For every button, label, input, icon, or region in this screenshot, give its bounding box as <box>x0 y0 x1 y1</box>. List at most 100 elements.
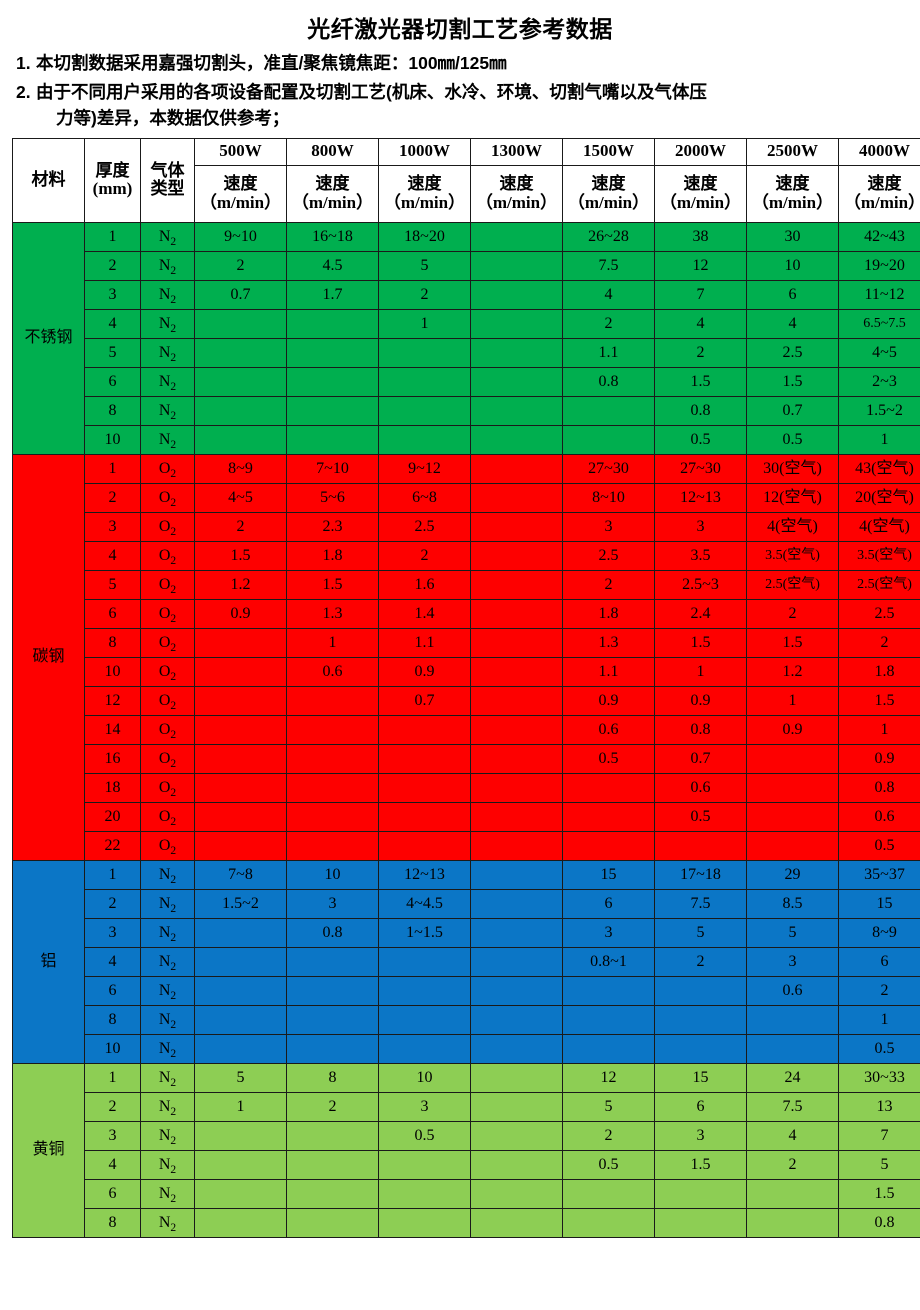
speed-cell <box>471 367 563 396</box>
speed-cell: 0.8 <box>655 396 747 425</box>
speed-cell <box>287 831 379 860</box>
speed-cell: 5 <box>839 1150 920 1179</box>
gas-symbol: O <box>159 692 171 709</box>
gas-symbol: N <box>159 344 171 361</box>
header-speed-4000w: 速度（m/min） <box>839 165 920 222</box>
thickness-cell: 1 <box>85 860 141 889</box>
speed-cell <box>471 744 563 773</box>
speed-cell <box>471 222 563 251</box>
speed-cell <box>195 657 287 686</box>
speed-cell <box>195 628 287 657</box>
speed-cell <box>471 1092 563 1121</box>
thickness-cell: 22 <box>85 831 141 860</box>
speed-cell <box>471 1063 563 1092</box>
note-item: 1.本切割数据采用嘉强切割头，准直/聚焦镜焦距：100㎜/125㎜ <box>16 50 904 77</box>
gas-symbol: O <box>159 721 171 738</box>
gas-subscript: 2 <box>170 642 176 654</box>
page-title: 光纤激光器切割工艺参考数据 <box>12 10 908 44</box>
speed-label: 速度 <box>471 175 562 194</box>
speed-cell: 8 <box>287 1063 379 1092</box>
speed-cell: 12 <box>563 1063 655 1092</box>
speed-cell <box>287 396 379 425</box>
gas-subscript: 2 <box>170 613 176 625</box>
speed-cell: 0.5 <box>379 1121 471 1150</box>
speed-cell: 3 <box>379 1092 471 1121</box>
speed-cell: 1.5 <box>655 1150 747 1179</box>
speed-cell <box>287 1208 379 1237</box>
speed-cell <box>471 541 563 570</box>
gas-type-cell: O2 <box>141 657 195 686</box>
speed-cell <box>195 396 287 425</box>
gas-type-cell: N2 <box>141 222 195 251</box>
speed-cell <box>471 570 563 599</box>
gas-subscript: 2 <box>170 497 176 509</box>
speed-cell <box>471 309 563 338</box>
gas-subscript: 2 <box>170 381 176 393</box>
speed-cell: 3 <box>655 1121 747 1150</box>
thickness-cell: 8 <box>85 1208 141 1237</box>
speed-cell <box>747 744 839 773</box>
speed-cell: 26~28 <box>563 222 655 251</box>
speed-cell: 0.6 <box>839 802 920 831</box>
speed-cell <box>471 889 563 918</box>
speed-cell: 35~37 <box>839 860 920 889</box>
gas-subscript: 2 <box>170 410 176 422</box>
speed-cell: 1 <box>839 425 920 454</box>
speed-cell <box>471 976 563 1005</box>
header-power-1000w: 1000W <box>379 138 471 165</box>
speed-cell <box>563 1179 655 1208</box>
speed-cell: 1.5 <box>655 367 747 396</box>
gas-symbol: N <box>159 373 171 390</box>
speed-cell: 0.7 <box>655 744 747 773</box>
note-item: 2.由于不同用户采用的各项设备配置及切割工艺(机床、水冷、环境、切割气嘴以及气体… <box>16 79 904 132</box>
header-material: 材料 <box>13 138 85 222</box>
header-speed-1300w: 速度（m/min） <box>471 165 563 222</box>
header-thickness-line1: 厚度 <box>85 162 140 181</box>
speed-cell: 2 <box>195 512 287 541</box>
speed-cell: 3 <box>563 512 655 541</box>
speed-cell <box>471 1150 563 1179</box>
thickness-cell: 2 <box>85 251 141 280</box>
gas-symbol: O <box>159 837 171 854</box>
speed-cell: 0.6 <box>655 773 747 802</box>
speed-cell: 0.6 <box>563 715 655 744</box>
gas-symbol: N <box>159 315 171 332</box>
speed-unit: （m/min） <box>379 194 470 213</box>
speed-cell <box>379 367 471 396</box>
speed-cell <box>471 454 563 483</box>
speed-cell <box>287 947 379 976</box>
speed-cell: 0.5 <box>839 1034 920 1063</box>
speed-cell <box>471 715 563 744</box>
speed-label: 速度 <box>287 175 378 194</box>
speed-cell <box>747 1179 839 1208</box>
speed-cell: 0.5 <box>655 802 747 831</box>
header-power-1300w: 1300W <box>471 138 563 165</box>
speed-cell: 0.9 <box>563 686 655 715</box>
speed-cell <box>471 280 563 309</box>
speed-cell: 24 <box>747 1063 839 1092</box>
speed-cell: 1.5 <box>747 367 839 396</box>
speed-cell <box>747 773 839 802</box>
gas-type-cell: O2 <box>141 512 195 541</box>
gas-subscript: 2 <box>170 961 176 973</box>
speed-cell: 11~12 <box>839 280 920 309</box>
speed-cell <box>563 1005 655 1034</box>
speed-cell <box>471 599 563 628</box>
speed-cell: 2.5 <box>839 599 920 628</box>
speed-cell: 2 <box>747 1150 839 1179</box>
thickness-cell: 4 <box>85 947 141 976</box>
speed-cell: 7 <box>655 280 747 309</box>
speed-cell: 2.5 <box>747 338 839 367</box>
note-text: 由于不同用户采用的各项设备配置及切割工艺(机床、水冷、环境、切割气嘴以及气体压力… <box>36 79 904 132</box>
speed-cell <box>287 1005 379 1034</box>
speed-cell <box>471 628 563 657</box>
speed-cell: 12~13 <box>655 483 747 512</box>
speed-cell <box>379 396 471 425</box>
speed-cell <box>195 773 287 802</box>
